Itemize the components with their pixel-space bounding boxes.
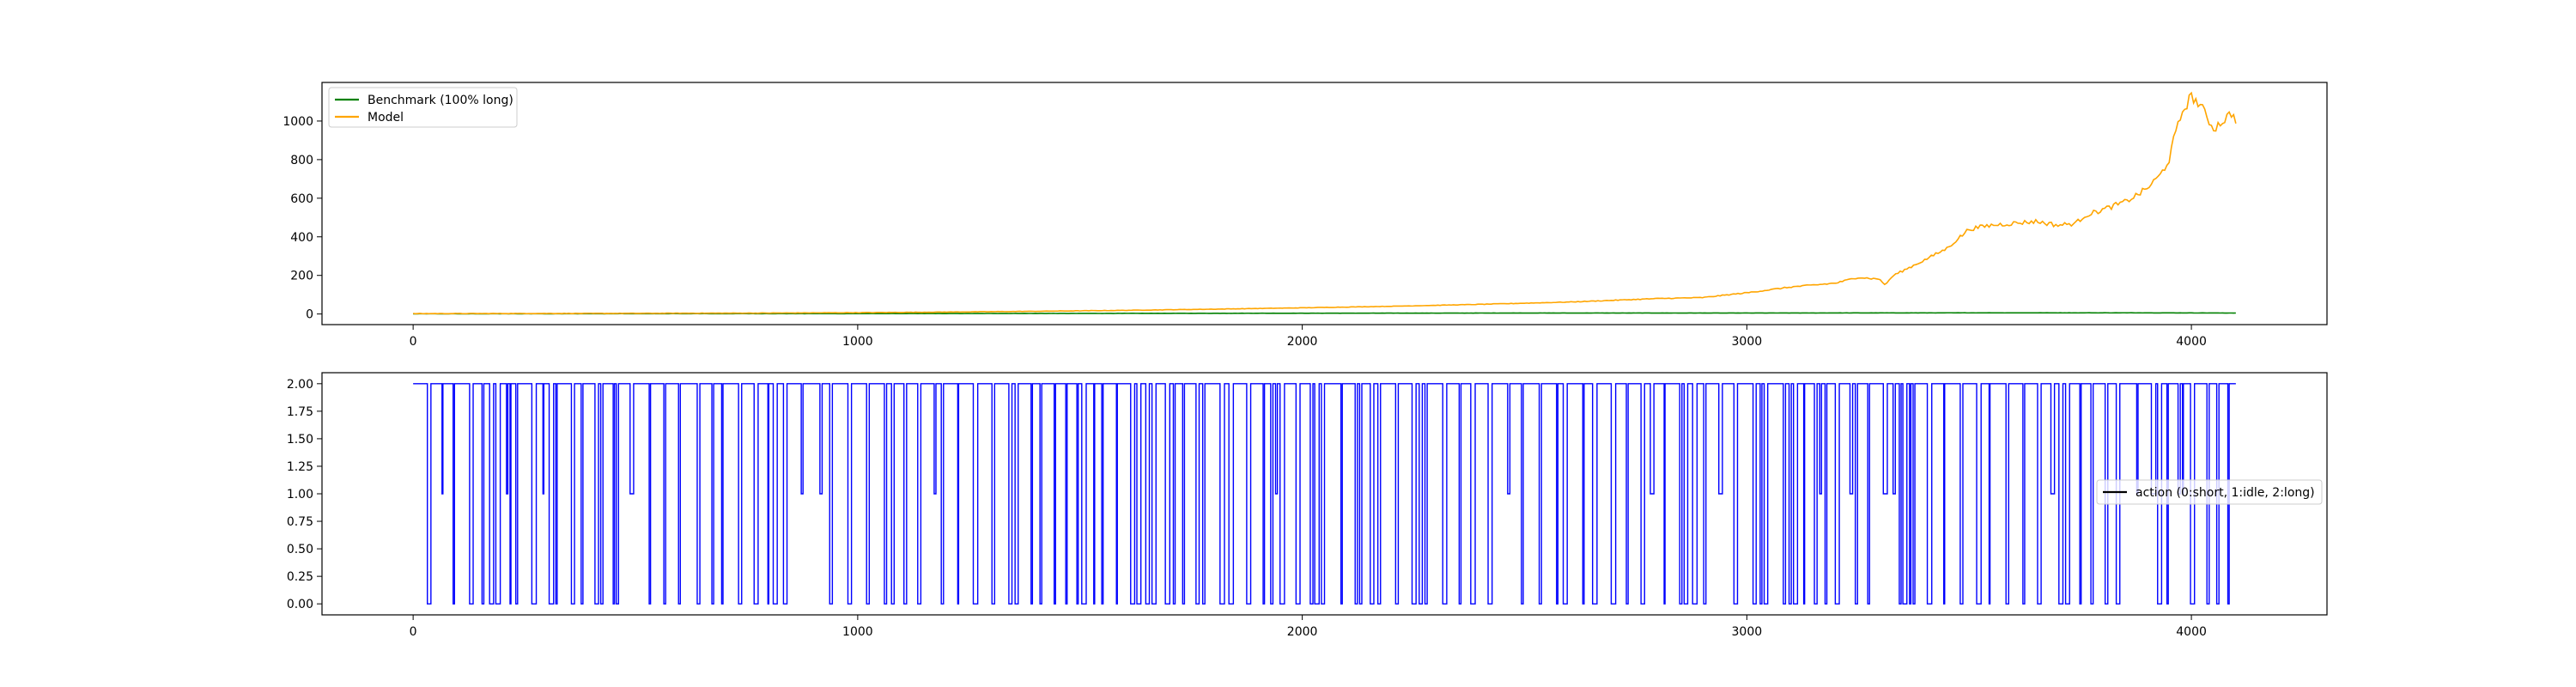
bottom-x-axis: 0 1000 2000 3000 4000 <box>410 615 2207 639</box>
portfolio-value-chart: 0 1000 2000 3000 4000 0 200 400 600 800 1000 Benc… <box>283 82 2328 349</box>
action-chart: 0 1000 2000 3000 4000 0.00 0.25 0.50 0.75 1.00 1.… <box>287 372 2328 639</box>
bottom-legend: action (0:short, 1:idle, 2:long) <box>2096 479 2323 505</box>
bottom-y-tick-label: 0.75 <box>287 515 313 529</box>
top-y-tick-label: 600 <box>290 192 313 206</box>
bottom-x-tick-label: 1000 <box>842 625 873 639</box>
top-y-tick-label: 400 <box>290 231 313 245</box>
top-x-tick-label: 1000 <box>842 335 873 349</box>
bottom-y-tick-label: 0.25 <box>287 570 313 584</box>
top-legend: Benchmark (100% long) Model <box>328 87 518 128</box>
top-y-axis: 0 200 400 600 800 1000 <box>283 115 322 322</box>
top-x-axis: 0 1000 2000 3000 4000 <box>410 325 2207 349</box>
top-legend-box <box>328 87 518 128</box>
bottom-y-tick-label: 1.75 <box>287 405 313 419</box>
top-x-tick-label: 4000 <box>2176 335 2207 349</box>
legend-label-action: action (0:short, 1:idle, 2:long) <box>2136 486 2315 500</box>
series-line-action <box>413 383 2236 605</box>
bottom-series-group <box>413 383 2236 605</box>
legend-label-model: Model <box>368 111 404 125</box>
top-x-tick-label: 3000 <box>1732 335 1763 349</box>
bottom-y-tick-label: 0.00 <box>287 598 313 611</box>
top-plot-frame <box>321 82 2328 325</box>
bottom-y-axis: 0.00 0.25 0.50 0.75 1.00 1.25 1.50 1.75 2.00 <box>287 378 322 611</box>
top-y-tick-label: 200 <box>290 270 313 283</box>
bottom-y-tick-label: 2.00 <box>287 378 313 392</box>
top-series-group <box>413 91 2237 315</box>
top-y-tick-label: 0 <box>306 308 313 322</box>
top-y-tick-label: 1000 <box>283 115 313 129</box>
bottom-x-tick-label: 4000 <box>2176 625 2207 639</box>
bottom-y-tick-label: 1.25 <box>287 460 313 474</box>
bottom-x-tick-label: 2000 <box>1287 625 1318 639</box>
bottom-x-tick-label: 0 <box>410 625 417 639</box>
bottom-x-tick-label: 3000 <box>1732 625 1763 639</box>
bottom-y-tick-label: 0.50 <box>287 543 313 556</box>
bottom-y-tick-label: 1.00 <box>287 488 313 502</box>
series-line-model <box>413 91 2237 315</box>
bottom-legend-box <box>2096 479 2323 505</box>
legend-label-benchmark: Benchmark (100% long) <box>368 94 513 107</box>
bottom-y-tick-label: 1.50 <box>287 433 313 447</box>
top-x-tick-label: 2000 <box>1287 335 1318 349</box>
top-x-tick-label: 0 <box>410 335 417 349</box>
top-y-tick-label: 800 <box>290 154 313 167</box>
